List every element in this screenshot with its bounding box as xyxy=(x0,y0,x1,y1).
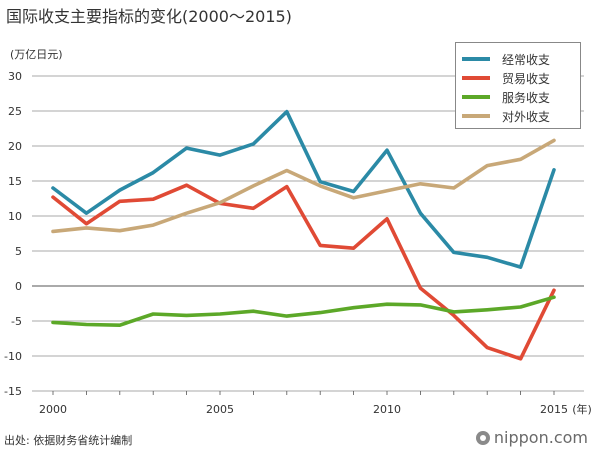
series-line xyxy=(51,183,556,361)
legend-swatch-current-account xyxy=(462,57,490,61)
x-tick-label: 2000 xyxy=(39,403,67,416)
brand-logo: nippon.com xyxy=(475,428,588,447)
x-tick-label: 2010 xyxy=(373,403,401,416)
y-tick-label: 10 xyxy=(8,210,22,223)
x-axis-label: (年) xyxy=(572,402,592,416)
x-tick-label: 2005 xyxy=(206,403,234,416)
y-tick-label: 5 xyxy=(15,245,22,258)
legend-label: 经常收支 xyxy=(502,52,551,67)
y-tick-label: -15 xyxy=(4,385,22,398)
legend-item-current-account: 经常收支 xyxy=(462,50,550,68)
series-line xyxy=(51,295,556,328)
series-line xyxy=(51,109,556,269)
legend-swatch-service-balance xyxy=(462,95,490,99)
y-tick-label: -5 xyxy=(11,315,22,328)
brand-icon xyxy=(475,430,490,445)
source-note: 出处: 依据财务省统计编制 xyxy=(4,434,133,447)
legend-item-service-balance: 服务收支 xyxy=(462,88,550,106)
legend-label: 贸易收支 xyxy=(502,71,551,86)
x-tick-label: 2015 xyxy=(540,403,568,416)
legend-item-trade-balance: 贸易收支 xyxy=(462,69,550,87)
legend-label: 服务收支 xyxy=(502,90,551,105)
y-tick-label: 15 xyxy=(8,175,22,188)
y-tick-label: 30 xyxy=(8,70,22,83)
y-tick-label: -10 xyxy=(4,350,22,363)
legend-label: 对外收支 xyxy=(502,109,551,124)
y-tick-label: 20 xyxy=(8,140,22,153)
chart-title: 国际收支主要指标的变化(2000〜2015) xyxy=(6,7,292,26)
series-line xyxy=(51,138,556,234)
legend-item-external-balance: 对外收支 xyxy=(462,107,550,125)
legend: 经常收支 贸易收支 服务收支 对外收支 xyxy=(455,42,581,129)
y-tick-label: 0 xyxy=(15,280,22,293)
y-axis-unit: (万亿日元) xyxy=(10,48,63,61)
y-tick-label: 25 xyxy=(8,105,22,118)
legend-swatch-trade-balance xyxy=(462,76,490,80)
brand-name: nippon.com xyxy=(493,428,588,447)
legend-swatch-external-balance xyxy=(462,114,490,118)
